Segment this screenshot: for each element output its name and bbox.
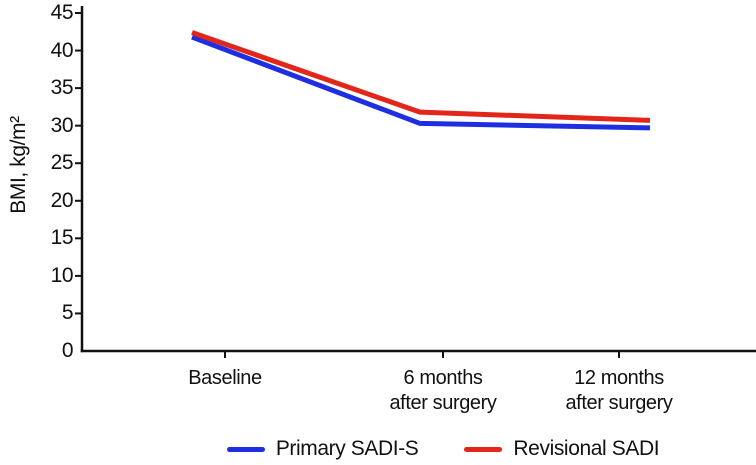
x-category-label: Baseline: [188, 367, 262, 389]
y-tick-label: 45: [50, 1, 74, 24]
y-tick-label: 10: [50, 263, 74, 287]
y-tick-label: 30: [50, 113, 74, 137]
legend-item-primary-sadi-s: Primary SADI-S: [226, 437, 419, 461]
y-tick-label: 15: [50, 226, 74, 250]
y-tick-label: 20: [50, 188, 74, 212]
y-tick-label: 0: [61, 339, 74, 362]
y-tick-label: 5: [61, 301, 74, 325]
x-category-label: 6 months after surgery: [389, 367, 497, 414]
y-tick-label: 35: [50, 76, 74, 100]
legend-label-primary-sadi-s: Primary SADI-S: [275, 437, 419, 460]
legend-item-revisional-sadi: Revisional SADI: [464, 437, 660, 461]
primary-sadi-s-line-swatch: [226, 446, 265, 452]
y-tick-label: 25: [50, 151, 74, 175]
series-line-revisional-sadi: [191, 30, 651, 123]
series-line-primary-sadi-s: [191, 34, 651, 131]
y-tick-label: 40: [50, 38, 74, 62]
x-category-label: 12 months after surgery: [565, 367, 673, 414]
revisional-sadi-line-swatch: [464, 446, 503, 452]
legend-label-revisional-sadi: Revisional SADI: [513, 437, 660, 460]
legend: Primary SADI-S Revisional SADI: [130, 436, 756, 462]
